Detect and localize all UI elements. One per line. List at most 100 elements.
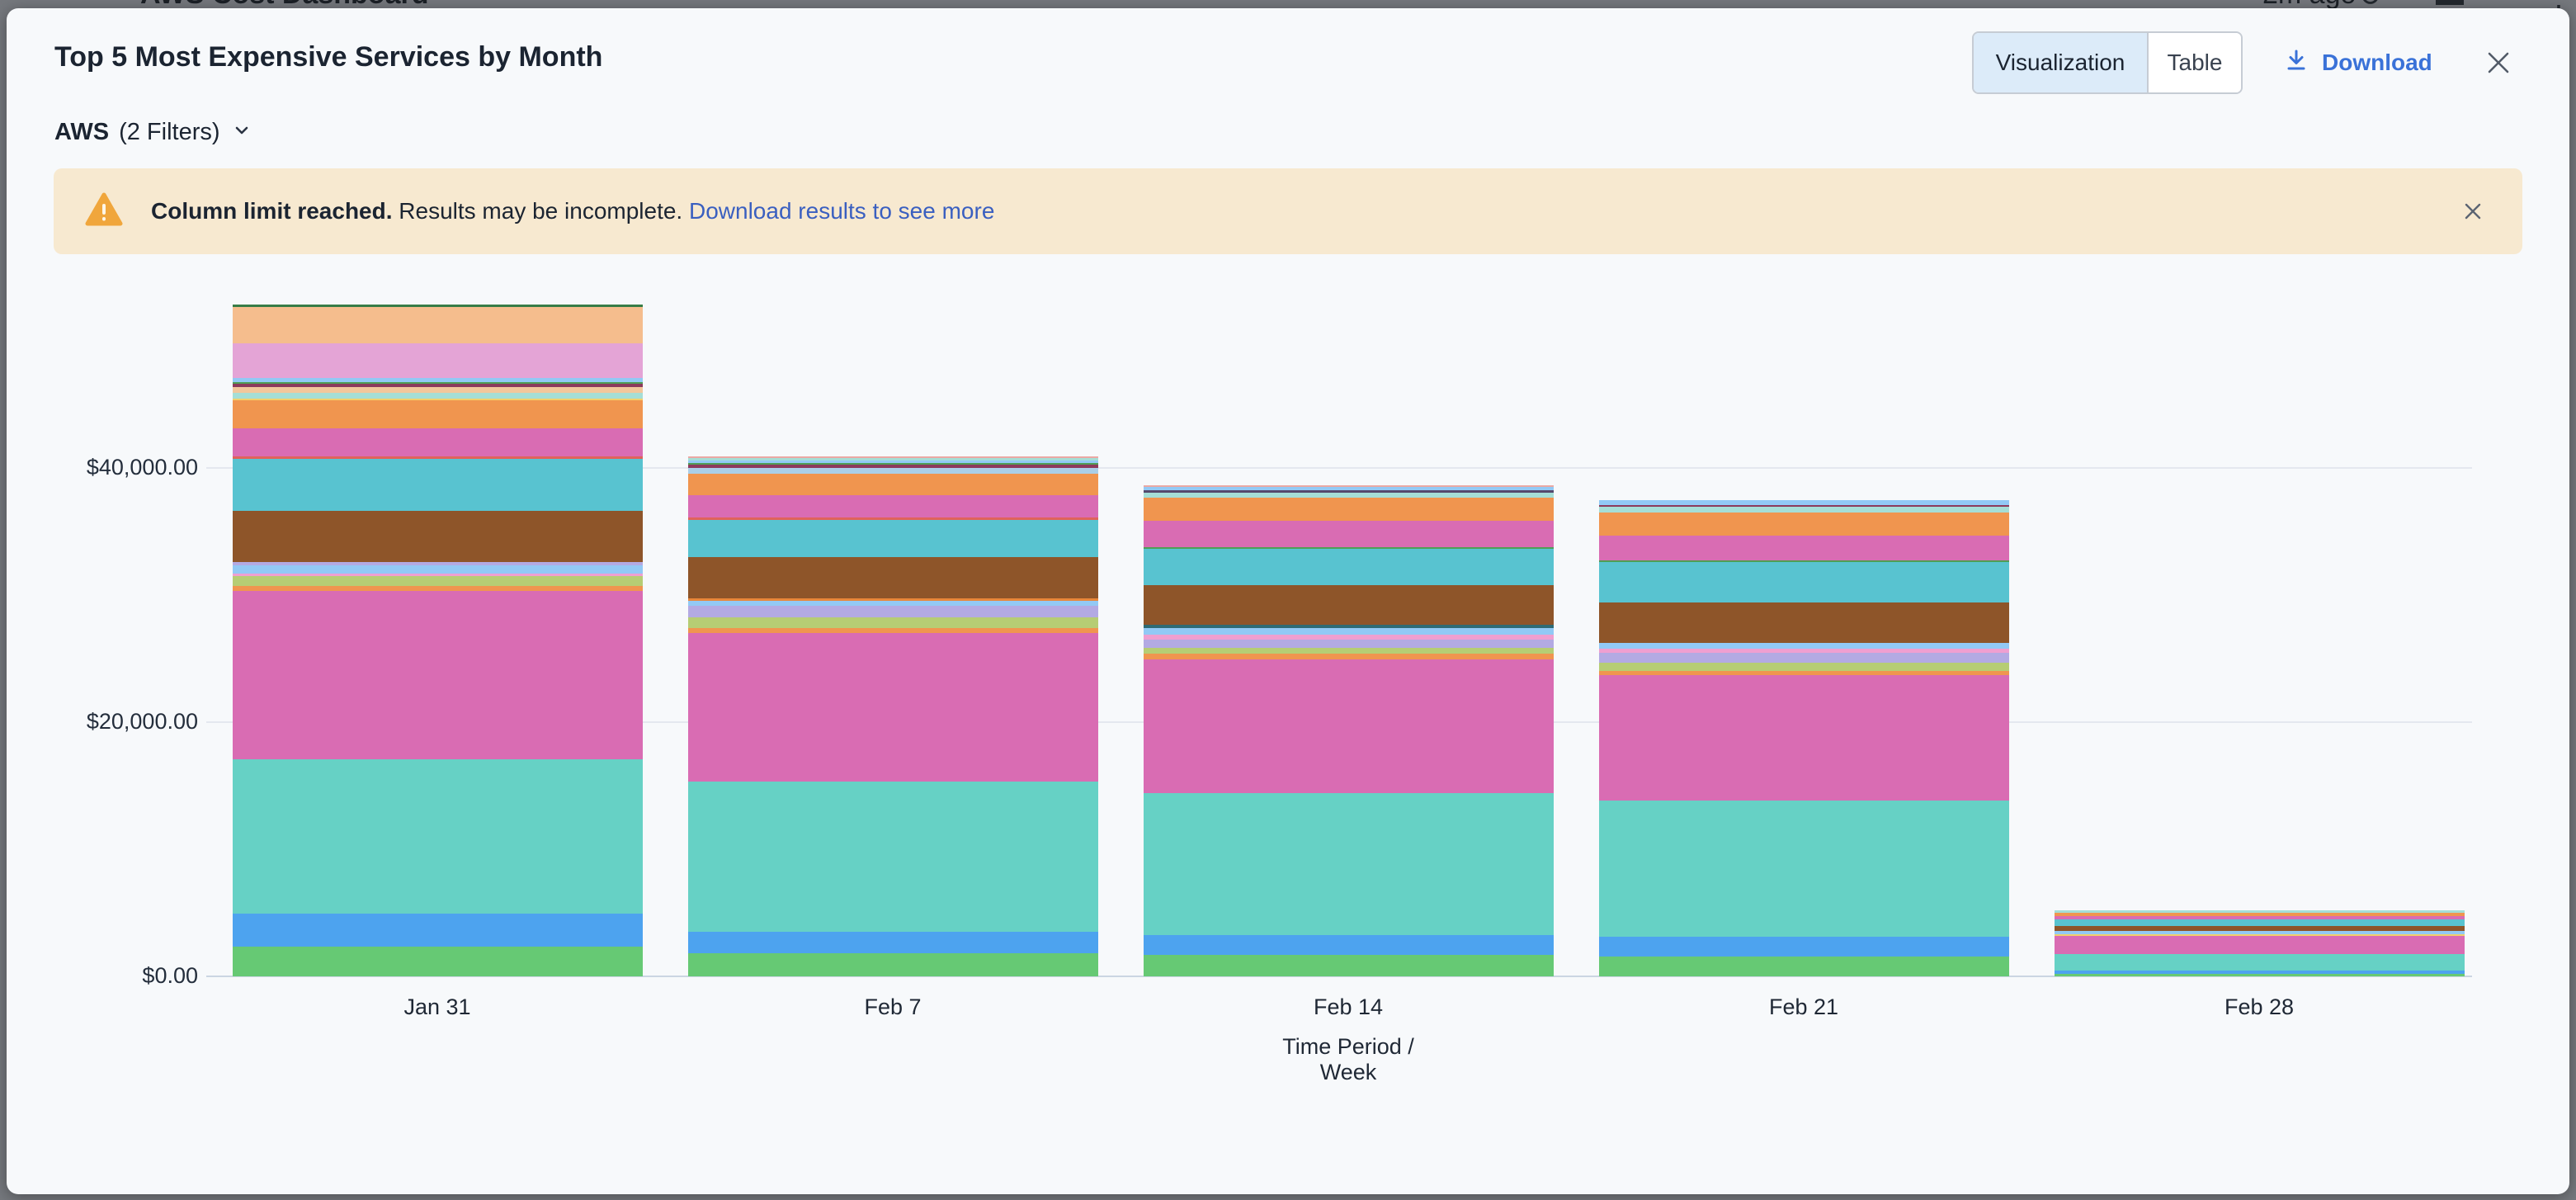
- bar-segment-orchid[interactable]: [232, 343, 643, 378]
- bar-segment-green_line[interactable]: [232, 382, 643, 384]
- bar-segment-brown[interactable]: [687, 557, 1098, 598]
- bar-segment-light_teal[interactable]: [232, 393, 643, 399]
- bar-segment-light_pink[interactable]: [1598, 649, 2009, 653]
- bar-segment-pink[interactable]: [232, 428, 643, 456]
- bar-segment-pink[interactable]: [2054, 916, 2465, 919]
- bar-segment-maroon[interactable]: [1598, 505, 2009, 507]
- bar-segment-orange_line[interactable]: [687, 598, 1098, 601]
- tab-table[interactable]: Table: [2149, 33, 2241, 92]
- bar-jan-31[interactable]: [232, 305, 643, 976]
- bar-segment-pink[interactable]: [232, 591, 643, 759]
- alert-download-link[interactable]: Download results to see more: [689, 198, 995, 224]
- bar-segment-orange[interactable]: [232, 400, 643, 428]
- bar-segment-yellow_green[interactable]: [232, 576, 643, 586]
- bar-segment-light_teal[interactable]: [1143, 493, 1554, 498]
- tab-visualization[interactable]: Visualization: [1974, 33, 2149, 92]
- bar-segment-lavender[interactable]: [687, 606, 1098, 617]
- bar-segment-light_blue[interactable]: [2054, 931, 2465, 934]
- bar-segment-pink[interactable]: [687, 633, 1098, 782]
- bar-segment-green_line[interactable]: [687, 463, 1098, 465]
- bar-segment-green[interactable]: [232, 947, 643, 976]
- bar-segment-navy[interactable]: [1143, 490, 1554, 493]
- bar-segment-green[interactable]: [1598, 957, 2009, 976]
- bar-segment-turquoise[interactable]: [1598, 801, 2009, 937]
- bar-segment-pink[interactable]: [1143, 521, 1554, 547]
- bar-segment-yellow_green[interactable]: [1143, 648, 1554, 654]
- bar-segment-blue[interactable]: [687, 932, 1098, 953]
- bar-feb-21[interactable]: [1598, 500, 2009, 976]
- bar-segment-pink[interactable]: [2054, 936, 2465, 954]
- bar-segment-light_teal[interactable]: [687, 458, 1098, 461]
- bar-segment-orange[interactable]: [687, 474, 1098, 495]
- bar-segment-brown[interactable]: [1143, 585, 1554, 625]
- bar-segment-turquoise[interactable]: [232, 759, 643, 914]
- bar-segment-turquoise[interactable]: [2054, 954, 2465, 971]
- bar-segment-dark_green[interactable]: [232, 305, 643, 307]
- bar-segment-dark_teal[interactable]: [1143, 625, 1554, 628]
- bar-segment-pink[interactable]: [1598, 675, 2009, 801]
- bar-segment-lavender[interactable]: [232, 562, 643, 565]
- bar-segment-blue[interactable]: [1143, 935, 1554, 955]
- bar-segment-salmon_top[interactable]: [687, 456, 1098, 458]
- bar-segment-green[interactable]: [1143, 955, 1554, 976]
- bar-segment-orange[interactable]: [2054, 913, 2465, 916]
- bar-feb-7[interactable]: [687, 456, 1098, 976]
- download-button[interactable]: Download: [2282, 31, 2432, 94]
- bar-segment-pink[interactable]: [1598, 536, 2009, 560]
- bar-segment-light_teal[interactable]: [1598, 507, 2009, 513]
- bar-segment-green[interactable]: [2054, 974, 2465, 976]
- bar-feb-14[interactable]: [1143, 485, 1554, 976]
- bar-segment-teal[interactable]: [1598, 562, 2009, 602]
- bar-segment-gold[interactable]: [2054, 934, 2465, 936]
- bar-segment-maroon[interactable]: [687, 465, 1098, 468]
- bar-segment-green_line[interactable]: [1143, 547, 1554, 549]
- bar-segment-brown[interactable]: [2054, 926, 2465, 931]
- bar-segment-lavender[interactable]: [1598, 653, 2009, 663]
- bar-segment-light_blue[interactable]: [1143, 487, 1554, 490]
- bar-segment-blue[interactable]: [1598, 937, 2009, 957]
- bar-segment-salmon_top[interactable]: [1143, 485, 1554, 487]
- bar-segment-pink[interactable]: [687, 495, 1098, 517]
- bar-segment-teal[interactable]: [1143, 549, 1554, 585]
- bar-segment-light_pink[interactable]: [1143, 635, 1554, 640]
- bar-segment-green[interactable]: [687, 953, 1098, 976]
- bar-segment-orange[interactable]: [1598, 671, 2009, 675]
- bar-segment-teal[interactable]: [687, 520, 1098, 557]
- bar-segment-gold[interactable]: [232, 399, 643, 400]
- bar-segment-light_blue[interactable]: [1598, 643, 2009, 649]
- bar-segment-blue[interactable]: [232, 914, 643, 947]
- bar-segment-blue[interactable]: [2054, 971, 2465, 974]
- bar-segment-maroon[interactable]: [232, 384, 643, 387]
- bar-segment-salmon[interactable]: [687, 517, 1098, 520]
- bar-segment-brown[interactable]: [1598, 602, 2009, 643]
- bar-segment-yellow_green[interactable]: [687, 617, 1098, 628]
- modal-close-button[interactable]: [2482, 46, 2515, 79]
- bar-segment-orange[interactable]: [1143, 654, 1554, 659]
- filter-dropdown[interactable]: AWS (2 Filters): [54, 114, 253, 150]
- bar-segment-green_line[interactable]: [1598, 560, 2009, 562]
- bar-segment-light_pink[interactable]: [232, 574, 643, 576]
- bar-segment-turquoise[interactable]: [1143, 793, 1554, 935]
- bar-feb-28[interactable]: [2054, 910, 2465, 976]
- bar-segment-light_blue[interactable]: [1143, 628, 1554, 635]
- bar-segment-sandy[interactable]: [232, 307, 643, 343]
- bar-segment-lavender[interactable]: [1143, 640, 1554, 648]
- bar-segment-light_blue[interactable]: [687, 601, 1098, 606]
- bar-segment-orange[interactable]: [1143, 498, 1554, 521]
- bar-segment-teal[interactable]: [232, 459, 643, 511]
- bar-segment-turquoise[interactable]: [687, 782, 1098, 932]
- alert-close-button[interactable]: [2460, 198, 2486, 224]
- bar-segment-light_blue[interactable]: [232, 565, 643, 574]
- bar-segment-yellow_green[interactable]: [1598, 663, 2009, 671]
- bar-segment-pale_blue[interactable]: [687, 468, 1098, 474]
- bar-segment-light_blue[interactable]: [1598, 500, 2009, 505]
- bar-segment-light_blue[interactable]: [687, 461, 1098, 463]
- bar-segment-orange[interactable]: [687, 628, 1098, 633]
- bar-segment-light_teal[interactable]: [2054, 910, 2465, 913]
- bar-segment-brown[interactable]: [232, 511, 643, 562]
- bar-segment-light_blue[interactable]: [232, 378, 643, 382]
- bar-segment-salmon[interactable]: [232, 456, 643, 459]
- bar-segment-teal[interactable]: [2054, 919, 2465, 926]
- bar-segment-orange[interactable]: [1598, 513, 2009, 536]
- bar-segment-orange[interactable]: [232, 586, 643, 591]
